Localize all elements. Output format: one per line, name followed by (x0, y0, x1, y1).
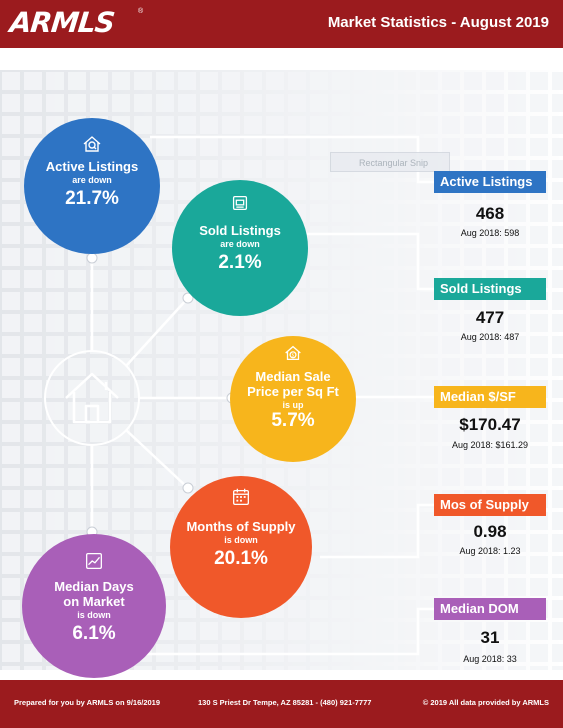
median-circle-title-line2: Price per Sq Ft (247, 383, 339, 399)
prev-months-supply: Aug 2018: 1.23 (459, 546, 521, 556)
tag-sold-listings: Sold Listings (434, 278, 546, 300)
value-active-listings: 468 (475, 204, 505, 223)
tag-median-dom: Median DOM (434, 598, 546, 620)
calendar-icon (233, 488, 249, 505)
dom-circle-title-line1: Median Days (54, 579, 134, 594)
prev-active-listings: Aug 2018: 598 (460, 228, 520, 238)
active-circle-title: Active Listings (45, 159, 139, 174)
value-months-supply: 0.98 (473, 522, 507, 541)
footer-bar: Prepared for you by ARMLS on 9/16/2019 1… (0, 680, 563, 728)
tag-active-listings: Active Listings (434, 171, 546, 193)
median-price-circle: $ Median Sale Price per Sq Ft is up 5.7% (230, 336, 356, 462)
sold-listings-circle: Sold Listings are down 2.1% (172, 180, 308, 316)
active-circle-pct: 21.7% (65, 187, 119, 209)
supply-circle-pct: 20.1% (214, 547, 268, 569)
months-supply-circle: Months of Supply is down 20.1% (170, 476, 312, 618)
active-circle-sub: are down (72, 174, 112, 185)
svg-text:$: $ (292, 353, 295, 359)
footer-prepared: Prepared for you by ARMLS on 9/16/2019 (14, 698, 161, 707)
footer-address: 130 S Priest Dr Tempe, AZ 85281 - (480) … (198, 698, 372, 707)
rectangular-snip-overlay: Rectangular Snip (330, 152, 450, 172)
supply-circle-sub: is down (224, 534, 258, 545)
registered-mark: ® (138, 8, 144, 15)
prev-median-psf: Aug 2018: $161.29 (451, 440, 529, 450)
house-magnifier-icon (83, 136, 101, 152)
value-median-psf: $170.47 (459, 415, 521, 434)
median-circle-title-line1: Median Sale (255, 369, 331, 384)
home-hub (44, 350, 140, 446)
sold-circle-title: Sold Listings (199, 223, 281, 238)
value-median-dom: 31 (480, 628, 500, 647)
median-circle-sub: is up (282, 399, 304, 410)
house-icon (65, 372, 119, 424)
supply-circle-title: Months of Supply (186, 519, 296, 534)
median-dom-circle: Median Days on Market is down 6.1% (22, 534, 166, 678)
dom-circle-sub: is down (77, 609, 111, 620)
page-title: Market Statistics - August 2019 (327, 14, 549, 31)
sold-circle-sub: are down (220, 238, 260, 249)
sold-circle-pct: 2.1% (218, 251, 262, 273)
prev-sold-listings: Aug 2018: 487 (460, 332, 520, 342)
dom-circle-title-line2: on Market (63, 593, 125, 609)
sold-sign-icon (232, 195, 248, 211)
chart-icon (86, 553, 102, 569)
header-bar: ARMLS ® Market Statistics - August 2019 (0, 0, 563, 48)
prev-median-dom: Aug 2018: 33 (463, 654, 517, 664)
house-dollar-icon: $ (285, 345, 301, 361)
dom-circle-pct: 6.1% (72, 622, 116, 644)
active-listings-circle: Active Listings are down 21.7% (24, 118, 160, 254)
median-circle-pct: 5.7% (271, 409, 315, 431)
footer-copyright: © 2019 All data provided by ARMLS (422, 698, 549, 707)
value-sold-listings: 477 (475, 308, 505, 327)
tag-months-supply: Mos of Supply (434, 494, 546, 516)
tag-median-psf: Median $/SF (434, 386, 546, 408)
